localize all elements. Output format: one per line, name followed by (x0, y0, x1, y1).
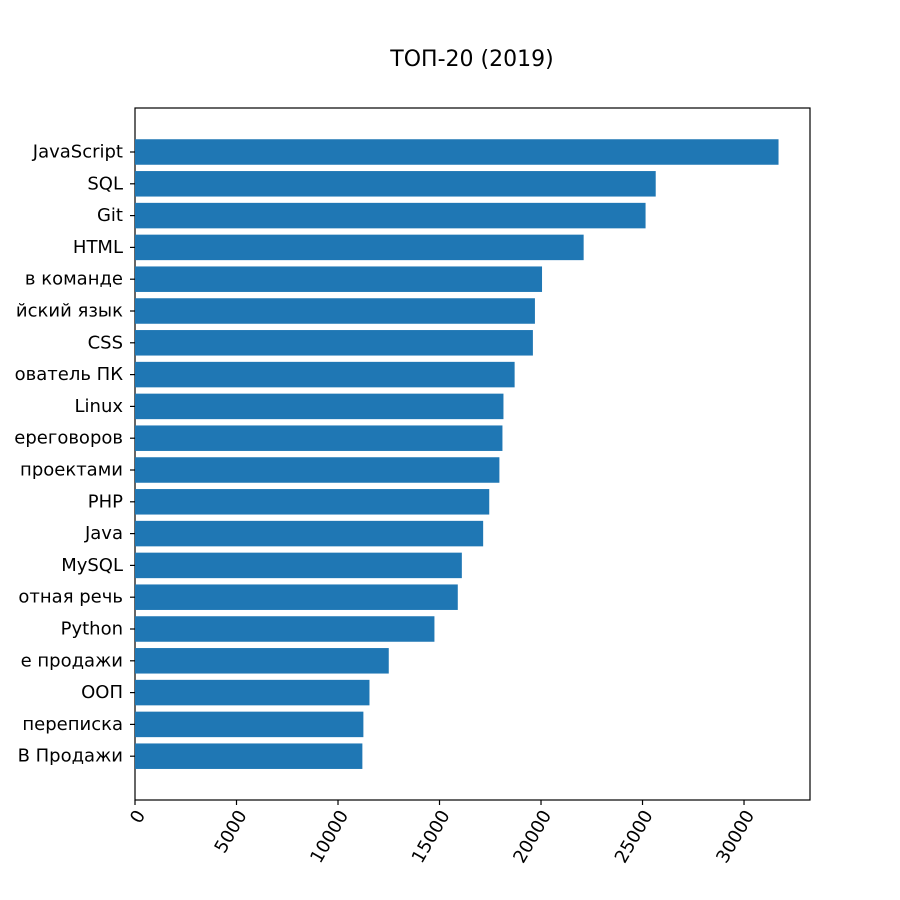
bar (135, 330, 533, 356)
y-tick-label: PHP (88, 491, 123, 512)
bar (135, 393, 504, 420)
x-tick-label: 15000 (408, 807, 455, 867)
bar (135, 616, 435, 642)
y-tick-label: Linux (75, 396, 124, 417)
y-tick-label: SQL (87, 173, 123, 194)
x-tick-label: 25000 (611, 807, 658, 867)
y-tick-label: отная речь (18, 587, 123, 608)
y-tick-label: HTML (73, 237, 123, 258)
y-axis: JavaScript SQL Git HTML в команде йский язык C… (14, 142, 135, 767)
plot-frame (134, 107, 811, 801)
bar (135, 743, 363, 769)
bar (135, 234, 584, 261)
x-tick-label: 30000 (712, 807, 759, 867)
bar (135, 457, 500, 483)
x-tick-label: 20000 (509, 807, 556, 867)
bar (135, 171, 656, 197)
bar (135, 298, 535, 324)
x-tick-label: 10000 (306, 807, 353, 867)
bar (135, 552, 462, 579)
bar (135, 202, 646, 229)
bar (135, 489, 490, 515)
y-tick-label: Git (97, 205, 123, 226)
x-tick-label: 0 (126, 807, 150, 827)
y-tick-label: Python (61, 619, 123, 640)
y-tick-label: йский язык (16, 301, 123, 322)
bar (135, 711, 364, 738)
y-tick-label: проектами (20, 460, 123, 481)
bar (135, 648, 389, 674)
y-tick-label: Java (84, 523, 123, 544)
bar (135, 520, 484, 547)
y-tick-label: переписка (22, 714, 123, 735)
y-tick-label: е продажи (21, 650, 123, 671)
bar (135, 679, 370, 706)
chart-title: ТОП-20 (2019) (389, 47, 553, 72)
bars-group (135, 139, 779, 769)
y-tick-label: JavaScript (32, 142, 123, 163)
bar (135, 266, 543, 292)
y-tick-label: ереговоров (14, 428, 123, 449)
bar (135, 425, 503, 451)
y-tick-label: ователь ПК (15, 364, 124, 385)
y-tick-label: MySQL (61, 555, 123, 576)
x-tick-label: 5000 (211, 807, 252, 857)
y-tick-label: в команде (25, 269, 123, 290)
x-axis: 0 5000 10000 15000 20000 25000 30000 (126, 800, 759, 867)
bar (135, 139, 779, 165)
y-tick-label: ООП (81, 682, 123, 703)
bar (135, 584, 458, 610)
y-tick-label: В Продажи (18, 746, 123, 767)
y-tick-label: CSS (88, 332, 123, 353)
bar (135, 361, 515, 388)
